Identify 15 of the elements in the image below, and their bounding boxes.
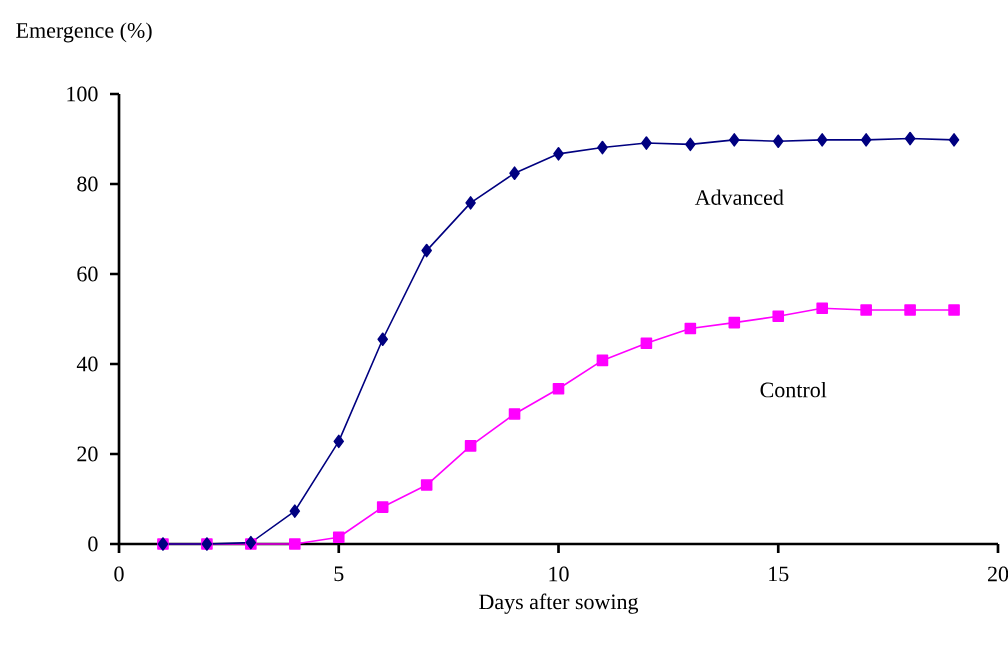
y-tick-label: 80	[77, 176, 98, 192]
x-tick-label: 15	[769, 566, 789, 582]
y-tick-label: 20	[77, 446, 98, 462]
x-axis-title: Days after sowing	[479, 593, 639, 614]
series-label: Advanced	[694, 189, 784, 205]
y-tick-label: 60	[77, 266, 98, 282]
x-tick-label: 0	[114, 566, 124, 582]
text: Control	[760, 381, 827, 398]
x-tick-label: 5	[334, 566, 344, 582]
y-tick-label: 40	[76, 356, 98, 372]
x-tick-label: 10	[549, 566, 569, 582]
y-tick-label: 100	[67, 86, 98, 102]
x-tick-label: 20	[987, 566, 1008, 582]
y-tick-label: 0	[88, 536, 98, 552]
y-axis-title: Emergence (%)	[16, 22, 152, 43]
